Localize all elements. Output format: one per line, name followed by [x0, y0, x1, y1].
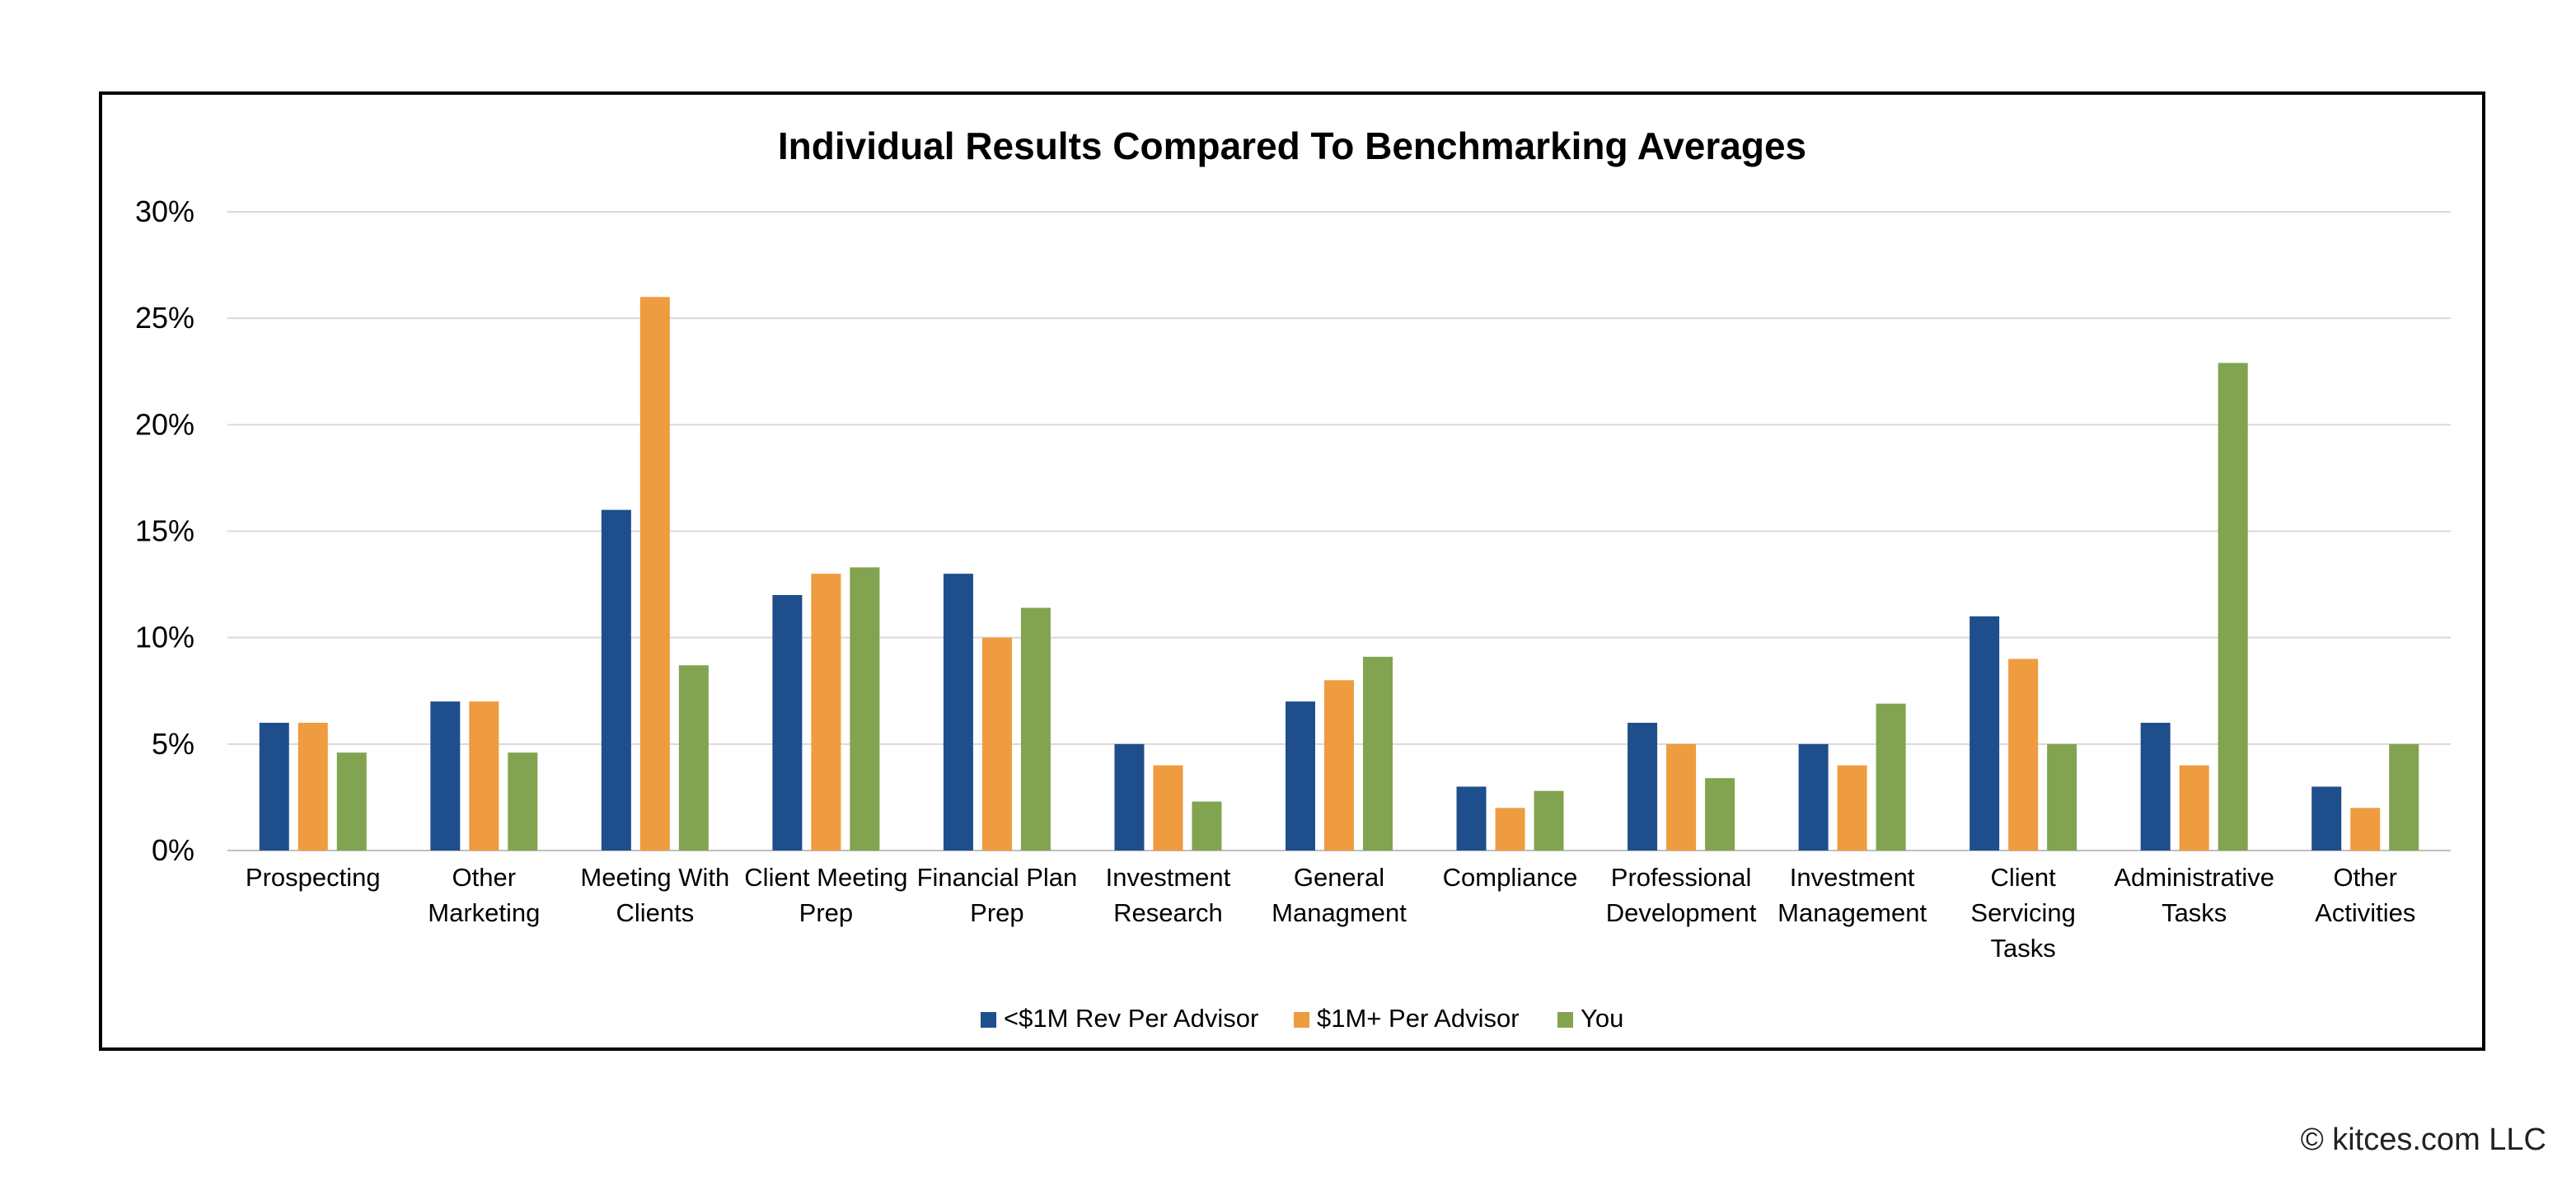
- y-axis-ticks: 0% 5% 10% 15% 20% 25% 30%: [135, 194, 194, 867]
- y-tick-label: 25%: [135, 301, 194, 335]
- legend-label: $1M+ Per Advisor: [1317, 1004, 1520, 1033]
- bar: [1534, 790, 1564, 851]
- bar: [2179, 765, 2209, 851]
- bar: [1363, 656, 1393, 851]
- x-tick-label: General Managment: [1272, 863, 1407, 927]
- bar: [639, 297, 670, 851]
- y-tick-label: 5%: [152, 727, 194, 761]
- legend-swatch: [1557, 1012, 1573, 1028]
- legend-item: <$1M Rev Per Advisor: [981, 1004, 1258, 1033]
- bar: [1192, 801, 1222, 851]
- legend: <$1M Rev Per Advisor $1M+ Per Advisor You: [981, 1004, 1623, 1033]
- x-tick-label: Investment Management: [1777, 863, 1927, 927]
- bar: [469, 701, 499, 851]
- bar-chart: Individual Results Compared To Benchmark…: [135, 124, 2451, 1033]
- bar: [2047, 743, 2077, 851]
- bar: [1628, 723, 1658, 851]
- x-tick-label: Meeting With Clients: [580, 863, 729, 927]
- bar: [2311, 786, 2342, 851]
- bar: [1020, 607, 1051, 851]
- bar: [2140, 723, 2171, 851]
- x-tick-label: Other Marketing: [428, 863, 540, 927]
- copyright-text: © kitces.com LLC: [2300, 1122, 2546, 1157]
- legend-swatch: [1294, 1012, 1309, 1028]
- x-tick-label: Other Activities: [2315, 863, 2415, 927]
- bar: [1153, 765, 1183, 851]
- legend-item: $1M+ Per Advisor: [1294, 1004, 1520, 1033]
- x-tick-label: Compliance: [1443, 863, 1578, 892]
- legend-label: You: [1581, 1004, 1623, 1033]
- bar: [1324, 680, 1354, 851]
- bar: [1837, 765, 1867, 851]
- x-tick-label: Client Meeting Prep: [744, 863, 907, 927]
- bar: [1495, 808, 1525, 851]
- legend-label: <$1M Rev Per Advisor: [1004, 1004, 1258, 1033]
- bar: [1705, 778, 1735, 851]
- chart-title: Individual Results Compared To Benchmark…: [778, 124, 1806, 167]
- bar: [1286, 701, 1315, 851]
- legend-item: You: [1557, 1004, 1623, 1033]
- bar: [1666, 743, 1697, 851]
- y-tick-label: 0%: [152, 833, 194, 867]
- x-axis-ticks: Prospecting Other Marketing Meeting With Cli…: [246, 863, 2415, 963]
- bar: [1456, 786, 1487, 851]
- bar: [1798, 743, 1829, 851]
- bar: [811, 574, 841, 851]
- legend-swatch: [981, 1012, 996, 1028]
- x-tick-label: Prospecting: [246, 863, 381, 892]
- x-tick-label: Professional Development: [1606, 863, 1757, 927]
- y-tick-label: 30%: [135, 194, 194, 228]
- bars: [259, 297, 2419, 851]
- bar: [259, 723, 289, 851]
- bar: [2008, 658, 2039, 851]
- bar: [943, 574, 973, 851]
- y-tick-label: 15%: [135, 514, 194, 548]
- bar: [981, 637, 1012, 851]
- bar: [601, 509, 631, 851]
- bar: [2389, 743, 2419, 851]
- x-tick-label: Investment Research: [1106, 863, 1231, 927]
- bar: [336, 752, 367, 851]
- bar: [508, 752, 538, 851]
- x-tick-label: Administrative Tasks: [2114, 863, 2274, 927]
- bar: [1114, 743, 1145, 851]
- bar: [2218, 363, 2248, 851]
- bar: [850, 567, 880, 851]
- bar: [678, 665, 709, 851]
- bar: [1876, 703, 1906, 851]
- bar: [430, 701, 461, 851]
- y-tick-label: 10%: [135, 621, 194, 654]
- chart-frame: Individual Results Compared To Benchmark…: [99, 91, 2485, 1051]
- x-tick-label: Client Servicing Tasks: [1970, 863, 2076, 963]
- bar: [2350, 808, 2381, 851]
- bar: [1969, 616, 2000, 851]
- bar: [297, 723, 328, 851]
- y-tick-label: 20%: [135, 407, 194, 441]
- x-tick-label: Financial Plan Prep: [917, 863, 1078, 927]
- bar: [772, 595, 803, 851]
- gridlines: [227, 211, 2451, 851]
